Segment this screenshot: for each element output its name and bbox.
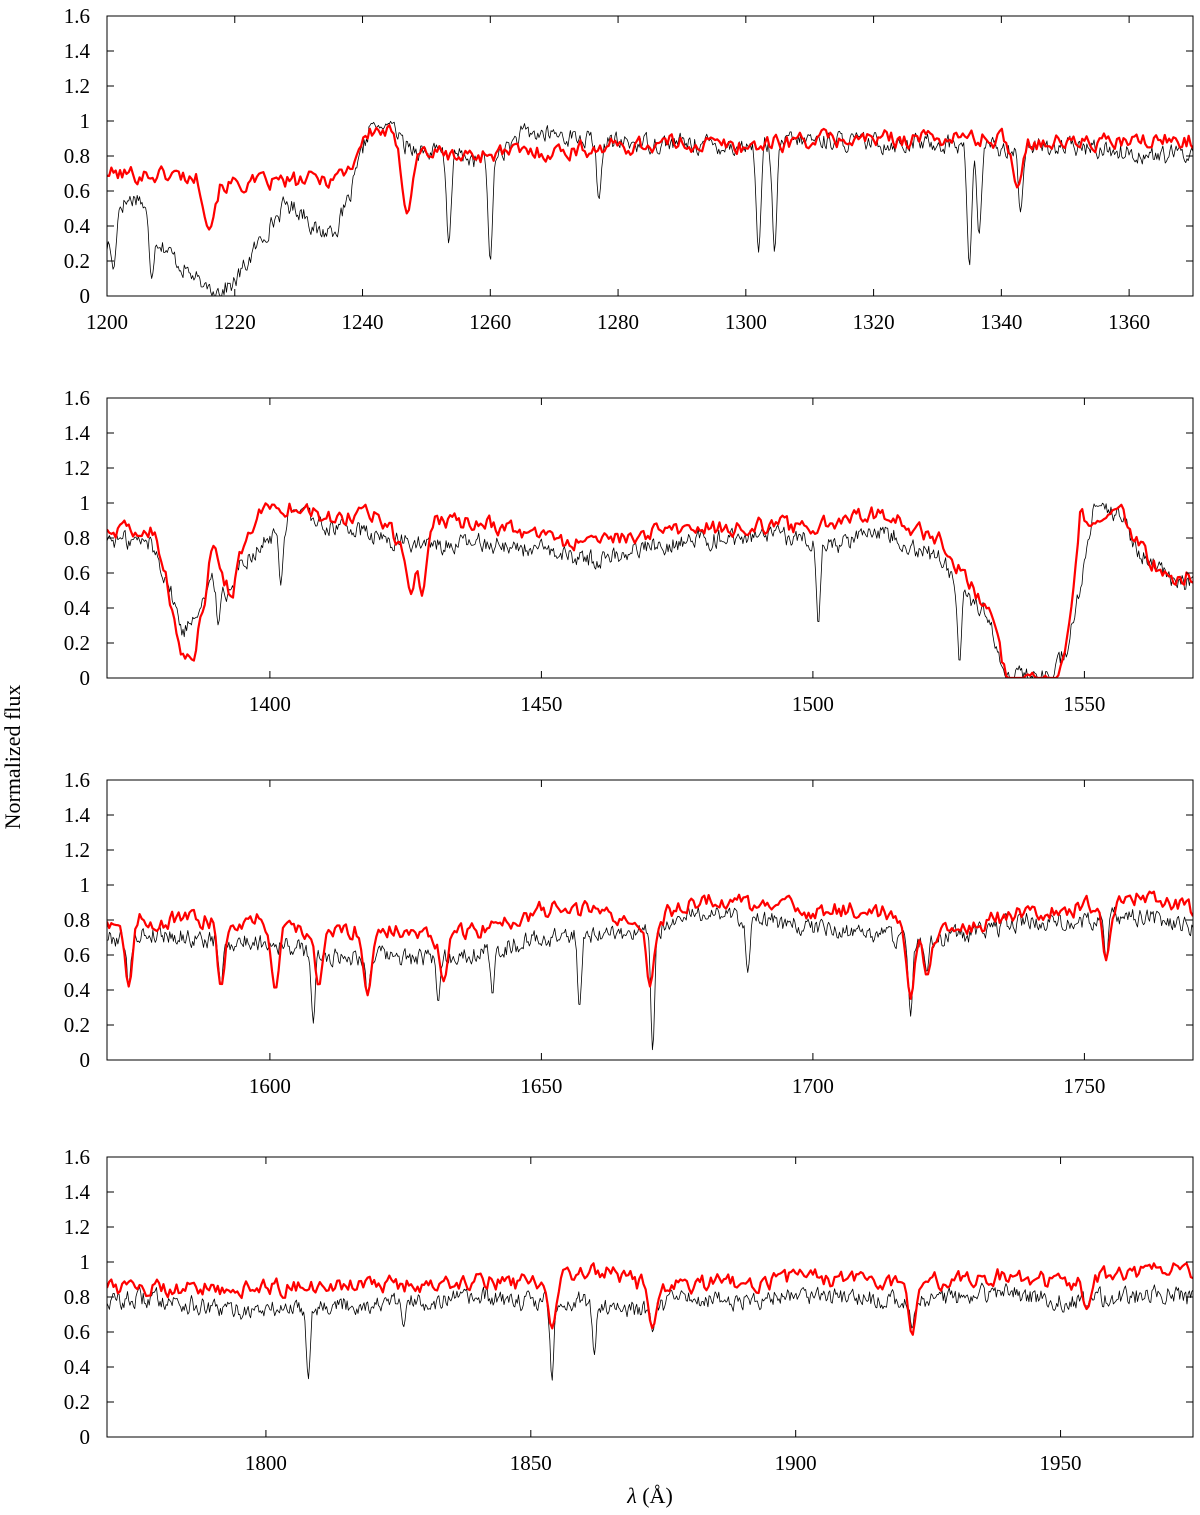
x-tick-label: 1400 bbox=[249, 692, 291, 716]
spectrum-panels: 0 0.2 0.4 0.6 0.8 1 1.2 1.4 1.6 1200 1220 1240 1260 1… bbox=[64, 4, 1194, 1475]
plot-frame bbox=[106, 779, 1194, 1061]
plot-frame bbox=[106, 15, 1194, 297]
y-tick-label: 1.6 bbox=[64, 1145, 90, 1169]
y-tick-label: 1.6 bbox=[64, 768, 90, 792]
y-tick-label: 0.4 bbox=[64, 978, 91, 1002]
y-tick-label: 1.6 bbox=[64, 4, 90, 28]
panel-3: 0 0.2 0.4 0.6 0.8 1 1.2 1.4 1.6 1600 1650 1700 1750 bbox=[64, 768, 1194, 1098]
panel-1: 0 0.2 0.4 0.6 0.8 1 1.2 1.4 1.6 1200 1220 1240 1260 1… bbox=[64, 4, 1194, 334]
model-spectrum-line bbox=[107, 1262, 1193, 1336]
x-tick-label: 1950 bbox=[1040, 1451, 1082, 1475]
x-tick-label: 1750 bbox=[1063, 1074, 1105, 1098]
model-spectrum-line bbox=[107, 890, 1193, 1000]
x-tick-label: 1800 bbox=[245, 1451, 287, 1475]
x-tick-label: 1700 bbox=[792, 1074, 834, 1098]
y-tick-label: 0.6 bbox=[64, 561, 90, 585]
y-tick-label: 0.2 bbox=[64, 1013, 90, 1037]
y-tick-label: 1 bbox=[80, 491, 91, 515]
y-tick-label: 1.2 bbox=[64, 1215, 90, 1239]
y-tick-label: 1.2 bbox=[64, 74, 90, 98]
y-tick-label: 1.2 bbox=[64, 838, 90, 862]
y-tick-label: 1 bbox=[80, 109, 91, 133]
y-tick-label: 0.4 bbox=[64, 1355, 91, 1379]
x-tick-label: 1260 bbox=[469, 310, 511, 334]
y-tick-label: 1.4 bbox=[64, 39, 91, 63]
y-tick-label: 1.4 bbox=[64, 421, 91, 445]
x-tick-label: 1280 bbox=[597, 310, 639, 334]
observed-spectrum-line bbox=[107, 906, 1193, 1051]
y-tick-label: 0.8 bbox=[64, 908, 90, 932]
x-tick-label: 1850 bbox=[510, 1451, 552, 1475]
y-tick-label: 0.2 bbox=[64, 249, 90, 273]
y-tick-label: 0.8 bbox=[64, 144, 90, 168]
observed-spectrum-line bbox=[107, 1282, 1193, 1381]
x-tick-label: 1220 bbox=[214, 310, 256, 334]
x-tick-label: 1500 bbox=[792, 692, 834, 716]
panel-2: 0 0.2 0.4 0.6 0.8 1 1.2 1.4 1.6 1400 1450 1500 1550 bbox=[64, 386, 1194, 716]
y-tick-label: 0.4 bbox=[64, 214, 91, 238]
panel-4: 0 0.2 0.4 0.6 0.8 1 1.2 1.4 1.6 1800 1850 1900 1950 bbox=[64, 1145, 1194, 1475]
x-tick-label: 1650 bbox=[520, 1074, 562, 1098]
y-tick-label: 0 bbox=[80, 1425, 91, 1449]
y-tick-label: 1 bbox=[80, 873, 91, 897]
y-tick-label: 0 bbox=[80, 1048, 91, 1072]
x-tick-label: 1240 bbox=[342, 310, 384, 334]
y-tick-label: 0.2 bbox=[64, 631, 90, 655]
y-tick-label: 0.8 bbox=[64, 526, 90, 550]
y-tick-label: 0.6 bbox=[64, 943, 90, 967]
x-tick-label: 1600 bbox=[249, 1074, 291, 1098]
y-tick-label: 0.2 bbox=[64, 1390, 90, 1414]
y-tick-label: 0.6 bbox=[64, 1320, 90, 1344]
x-tick-label: 1200 bbox=[86, 310, 128, 334]
x-tick-label: 1450 bbox=[520, 692, 562, 716]
x-tick-label: 1900 bbox=[775, 1451, 817, 1475]
y-tick-label: 1.6 bbox=[64, 386, 90, 410]
y-tick-label: 1.4 bbox=[64, 803, 91, 827]
x-tick-label: 1550 bbox=[1063, 692, 1105, 716]
x-axis-symbol: λ bbox=[626, 1483, 637, 1508]
observed-spectrum-line bbox=[107, 120, 1193, 296]
model-spectrum-line bbox=[107, 502, 1193, 678]
y-tick-label: 1.4 bbox=[64, 1180, 91, 1204]
x-tick-label: 1300 bbox=[725, 310, 767, 334]
x-tick-label: 1320 bbox=[853, 310, 895, 334]
x-axis-label: λ (Å) bbox=[626, 1483, 673, 1508]
y-tick-label: 0 bbox=[80, 666, 91, 690]
y-tick-label: 0.4 bbox=[64, 596, 91, 620]
y-axis-label: Normalized flux bbox=[0, 685, 25, 830]
observed-spectrum-line bbox=[107, 502, 1193, 678]
model-spectrum-line bbox=[107, 123, 1193, 231]
plot-frame bbox=[106, 1156, 1194, 1438]
x-tick-label: 1360 bbox=[1108, 310, 1150, 334]
x-tick-label: 1340 bbox=[980, 310, 1022, 334]
x-axis-unit: (Å) bbox=[637, 1483, 673, 1508]
y-tick-label: 0 bbox=[80, 284, 91, 308]
y-tick-label: 0.8 bbox=[64, 1285, 90, 1309]
y-tick-label: 0.6 bbox=[64, 179, 90, 203]
y-tick-label: 1.2 bbox=[64, 456, 90, 480]
y-tick-label: 1 bbox=[80, 1250, 91, 1274]
